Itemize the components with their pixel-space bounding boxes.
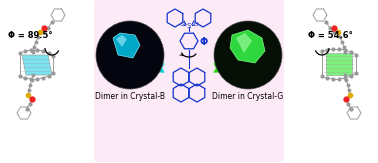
Polygon shape	[22, 55, 52, 75]
Text: Dimer in Crystal-B: Dimer in Crystal-B	[95, 92, 165, 101]
Polygon shape	[113, 33, 140, 58]
Circle shape	[96, 21, 164, 89]
Polygon shape	[236, 33, 252, 53]
Polygon shape	[116, 35, 127, 47]
Text: Φ: Φ	[200, 37, 208, 47]
Text: Φ = 54.6°: Φ = 54.6°	[308, 30, 353, 39]
Polygon shape	[230, 30, 265, 63]
Text: O: O	[180, 22, 184, 28]
Text: Φ = 89.5°: Φ = 89.5°	[8, 30, 53, 39]
Text: Dimer in Crystal-G: Dimer in Crystal-G	[212, 92, 284, 101]
Text: S: S	[187, 23, 191, 29]
Polygon shape	[326, 53, 352, 75]
FancyBboxPatch shape	[94, 0, 284, 162]
Circle shape	[214, 21, 282, 89]
Text: O: O	[194, 22, 198, 28]
